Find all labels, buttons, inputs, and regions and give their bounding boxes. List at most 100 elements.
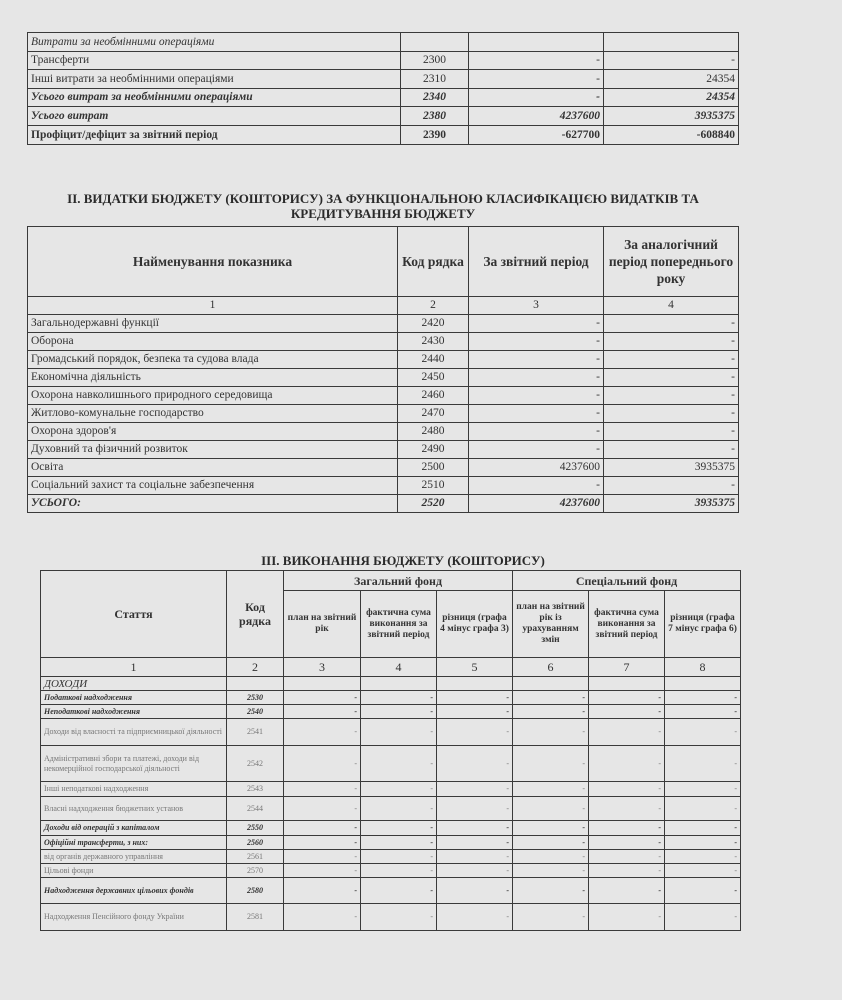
row-value: - bbox=[283, 704, 361, 719]
row-previous: - bbox=[603, 368, 739, 387]
row-name: Охорона навколишнього природного середов… bbox=[27, 386, 398, 405]
row-previous: - bbox=[603, 350, 739, 369]
row-code: 2580 bbox=[226, 877, 284, 904]
row-value bbox=[360, 676, 437, 691]
row-current: - bbox=[468, 476, 604, 495]
row-code: 2542 bbox=[226, 745, 284, 782]
row-previous: 3935375 bbox=[603, 106, 739, 126]
row-code: 2420 bbox=[397, 314, 469, 333]
row-code: 2380 bbox=[400, 106, 469, 126]
row-value: - bbox=[283, 835, 361, 850]
row-name: Інші витрати за необмінними операціями bbox=[27, 69, 401, 89]
table-row: Надходження державних цільових фондів 258… bbox=[40, 877, 742, 904]
row-value: - bbox=[435, 690, 514, 705]
header-general-fund: Загальний фонд bbox=[282, 570, 514, 591]
row-previous: 24354 bbox=[603, 69, 739, 89]
row-name: Економічна діяльність bbox=[27, 368, 398, 387]
row-value: - bbox=[435, 718, 514, 746]
table-row: Усього витрат за необмінними операціями 2… bbox=[27, 88, 739, 107]
row-name: Громадський порядок, безпека та судова в… bbox=[27, 350, 398, 369]
row-value: - bbox=[360, 781, 437, 797]
col-number: 4 bbox=[603, 296, 739, 315]
row-previous: -608840 bbox=[603, 125, 739, 145]
row-code: 2581 bbox=[226, 903, 284, 931]
row-value: - bbox=[360, 877, 437, 904]
row-name: Надходження державних цільових фондів bbox=[40, 877, 227, 904]
row-name: Загальнодержавні функції bbox=[27, 314, 398, 333]
col-number: 6 bbox=[512, 657, 590, 677]
row-current: - bbox=[468, 332, 604, 351]
table-row: Доходи від власності та підприємницької … bbox=[40, 718, 742, 746]
row-value: - bbox=[664, 849, 742, 864]
table-row: Витрати за необмінними операціями bbox=[27, 32, 739, 52]
row-code: 2543 bbox=[226, 781, 284, 797]
header-plan: план на звітний рік bbox=[283, 590, 361, 658]
row-code: 2510 bbox=[397, 476, 469, 495]
table-row: Економічна діяльність 2450- - bbox=[27, 368, 739, 387]
row-current: 4237600 bbox=[468, 458, 604, 477]
table-row: Житлово-комунальне господарство 2470- - bbox=[27, 404, 739, 423]
row-value: - bbox=[360, 903, 437, 931]
row-name: Офіційні трансферти, з них: bbox=[40, 835, 227, 850]
table-row: Податкові надходження 2530- - - - - - bbox=[40, 690, 742, 705]
row-value: - bbox=[512, 903, 590, 931]
row-name: Витрати за необмінними операціями bbox=[27, 32, 401, 52]
row-previous bbox=[603, 32, 739, 52]
col-number: 3 bbox=[468, 296, 604, 315]
row-value: - bbox=[588, 690, 666, 705]
row-code: 2530 bbox=[226, 690, 284, 705]
row-value: - bbox=[360, 745, 437, 782]
row-previous: - bbox=[603, 314, 739, 333]
row-value: - bbox=[664, 796, 742, 821]
row-previous: - bbox=[603, 51, 739, 70]
col-number: 7 bbox=[588, 657, 666, 677]
row-value: - bbox=[512, 849, 590, 864]
row-value: - bbox=[283, 863, 361, 878]
row-value: - bbox=[664, 903, 742, 931]
table-row: Інші неподаткові надходження 2543- - - - - - bbox=[40, 781, 742, 797]
row-current bbox=[468, 32, 604, 52]
row-code: 2570 bbox=[226, 863, 284, 878]
row-previous: - bbox=[603, 422, 739, 441]
row-value: - bbox=[588, 781, 666, 797]
table-row: Інші витрати за необмінними операціями 23… bbox=[27, 69, 739, 89]
row-value: - bbox=[664, 690, 742, 705]
row-value: - bbox=[435, 704, 514, 719]
header-code: Код рядка bbox=[226, 570, 284, 658]
row-value: - bbox=[588, 903, 666, 931]
row-value: - bbox=[588, 718, 666, 746]
row-value: - bbox=[283, 820, 361, 836]
table-row: ДОХОДИ bbox=[40, 676, 742, 691]
row-value: - bbox=[435, 863, 514, 878]
row-value: - bbox=[512, 820, 590, 836]
row-value: - bbox=[588, 704, 666, 719]
row-code: 2470 bbox=[397, 404, 469, 423]
row-value: - bbox=[435, 877, 514, 904]
row-current: - bbox=[468, 69, 604, 89]
row-value: - bbox=[664, 877, 742, 904]
col-number: 8 bbox=[664, 657, 742, 677]
table-row: Духовний та фізичний розвиток 2490- - bbox=[27, 440, 739, 459]
row-value bbox=[283, 676, 361, 691]
row-value: - bbox=[664, 863, 742, 878]
row-value: - bbox=[435, 796, 514, 821]
row-code: 2340 bbox=[400, 88, 469, 107]
row-value: - bbox=[435, 745, 514, 782]
row-value: - bbox=[360, 863, 437, 878]
row-name: Доходи від власності та підприємницької … bbox=[40, 718, 227, 746]
row-code: 2300 bbox=[400, 51, 469, 70]
row-code: 2544 bbox=[226, 796, 284, 821]
row-name: УСЬОГО: bbox=[27, 494, 398, 513]
row-value: - bbox=[283, 690, 361, 705]
row-current: - bbox=[468, 51, 604, 70]
row-value: - bbox=[283, 903, 361, 931]
col-number: 3 bbox=[283, 657, 361, 677]
row-value bbox=[435, 676, 514, 691]
header-actual-special: фактична сума виконання за звітний періо… bbox=[588, 590, 666, 658]
table-row: Усього витрат 2380 4237600 3935375 bbox=[27, 106, 739, 126]
row-value: - bbox=[512, 796, 590, 821]
table-row: Трансферти 2300- - bbox=[27, 51, 739, 70]
row-value: - bbox=[360, 718, 437, 746]
row-value: - bbox=[664, 745, 742, 782]
row-name: Освіта bbox=[27, 458, 398, 477]
